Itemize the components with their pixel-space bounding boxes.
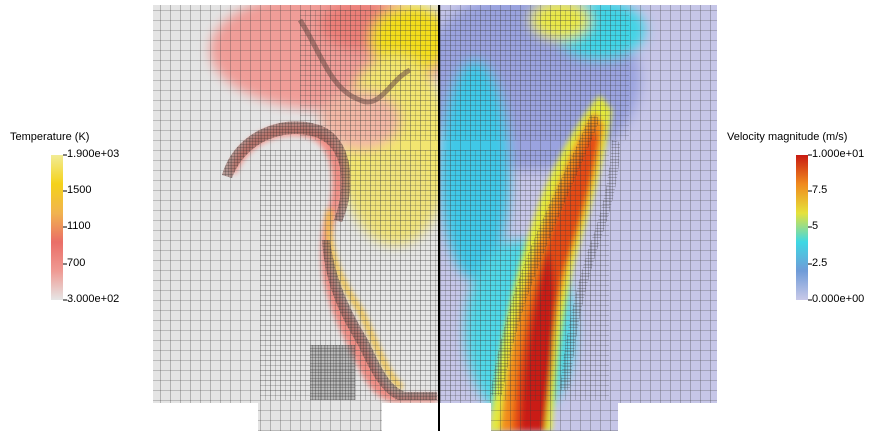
velocity-colorbar-title: Velocity magnitude (m/s) bbox=[727, 131, 848, 143]
velocity-tick-label: 1.000e+01 bbox=[812, 148, 865, 160]
temperature-colorbar-title: Temperature (K) bbox=[10, 131, 90, 143]
temperature-tick-label: 1.900e+03 bbox=[67, 148, 120, 160]
temperature-tick-label: 700 bbox=[67, 257, 86, 269]
velocity-tick-label: 2.5 bbox=[812, 257, 828, 269]
temperature-field bbox=[153, 5, 439, 431]
temperature-tick-label: 1500 bbox=[67, 184, 92, 196]
temperature-colorbar-ticks bbox=[63, 154, 67, 301]
temperature-tick-label: 1100 bbox=[67, 220, 91, 232]
velocity-colorbar-ticks bbox=[808, 154, 812, 301]
velocity-tick-label: 0.000e+00 bbox=[812, 293, 865, 305]
temperature-tick-label: 3.000e+02 bbox=[67, 293, 120, 305]
velocity-tick-label: 5 bbox=[812, 220, 819, 232]
velocity-tick-label: 7.5 bbox=[812, 184, 828, 196]
velocity-field bbox=[439, 5, 717, 431]
temperature-colorbar-gradient bbox=[51, 155, 63, 300]
velocity-colorbar-gradient bbox=[796, 155, 808, 300]
